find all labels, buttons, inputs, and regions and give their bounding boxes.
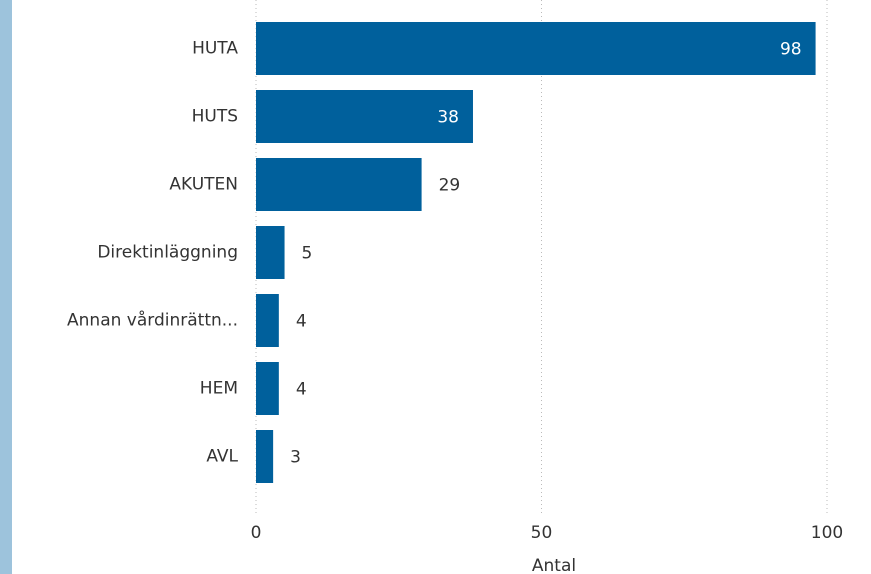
bar (256, 22, 816, 75)
value-label: 3 (290, 448, 301, 468)
value-label: 98 (780, 40, 802, 60)
y-tick-label: Direktinläggning (97, 243, 238, 263)
x-tick-label: 100 (811, 523, 843, 543)
y-tick-label: HUTA (192, 39, 238, 59)
side-strip (0, 0, 12, 574)
y-tick-label: AKUTEN (169, 175, 238, 195)
y-tick-label: Annan vårdinrättn... (67, 310, 238, 331)
value-label: 5 (302, 244, 313, 264)
x-tick-label: 0 (251, 523, 262, 543)
bar (256, 430, 274, 483)
bar (256, 294, 279, 347)
x-axis-label: Antal (532, 556, 576, 574)
value-label: 4 (296, 312, 307, 332)
bar (256, 226, 285, 279)
y-tick-label: AVL (206, 447, 238, 467)
x-tick-label: 50 (531, 523, 553, 543)
bar (256, 158, 422, 211)
bar (256, 362, 279, 415)
bar (256, 90, 473, 143)
value-label: 38 (437, 108, 459, 128)
value-label: 29 (439, 176, 461, 196)
value-label: 4 (296, 380, 307, 400)
y-tick-label: HEM (200, 379, 238, 399)
y-tick-label: HUTS (192, 107, 238, 127)
